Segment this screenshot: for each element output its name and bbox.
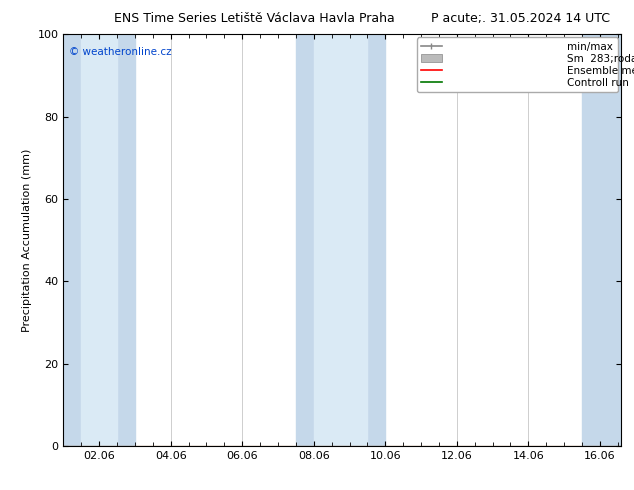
Y-axis label: Precipitation Accumulation (mm): Precipitation Accumulation (mm) xyxy=(22,148,32,332)
Text: © weatheronline.cz: © weatheronline.cz xyxy=(69,47,172,57)
Bar xyxy=(367,34,385,446)
Bar xyxy=(296,34,314,446)
Bar xyxy=(582,34,621,446)
Bar xyxy=(117,34,135,446)
Text: P acute;. 31.05.2024 14 UTC: P acute;. 31.05.2024 14 UTC xyxy=(431,12,610,25)
Bar xyxy=(63,34,81,446)
Bar xyxy=(81,34,117,446)
Bar xyxy=(314,34,367,446)
Text: ENS Time Series Letiště Václava Havla Praha: ENS Time Series Letiště Václava Havla Pr… xyxy=(114,12,395,25)
Legend: min/max, Sm  283;rodatn acute; odchylka, Ensemble mean run, Controll run: min/max, Sm 283;rodatn acute; odchylka, … xyxy=(417,37,618,92)
